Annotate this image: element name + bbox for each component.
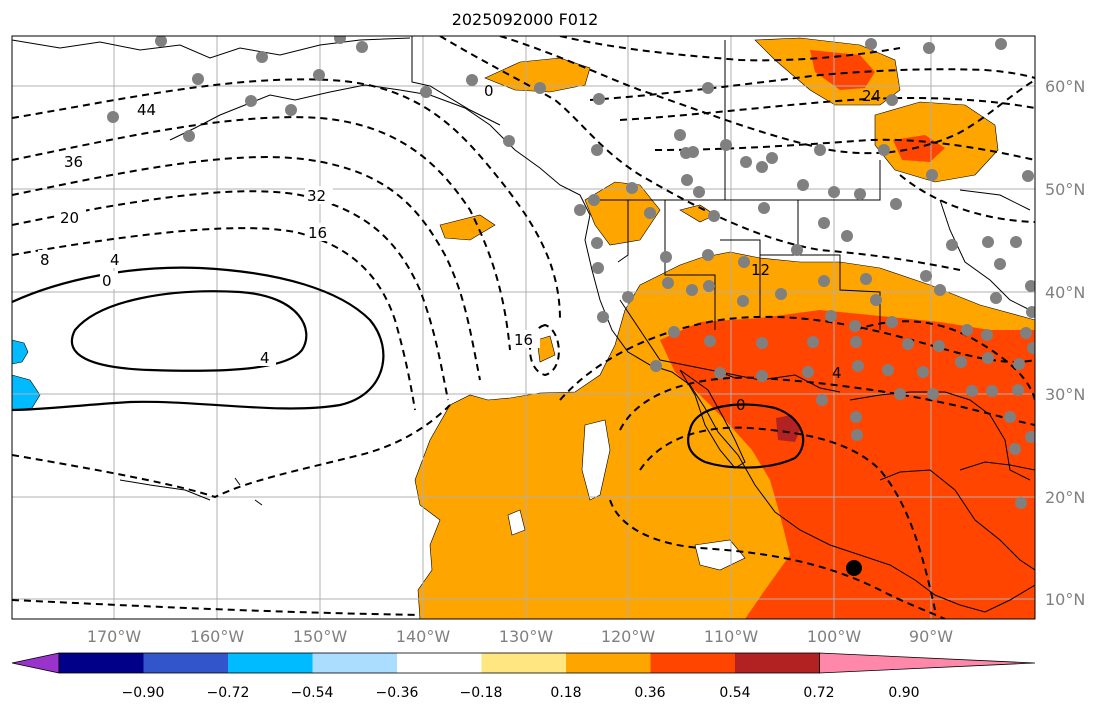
- colorbar-frame: [58, 652, 820, 674]
- colorbar-tick-label: −0.36: [376, 685, 419, 701]
- colorbar-tick-label: −0.90: [122, 685, 165, 701]
- contour-label: 4: [110, 251, 120, 269]
- contour-label: 16: [308, 224, 327, 242]
- shading-holes: [507, 419, 746, 571]
- colorbar-labels: −0.90 −0.72 −0.54 −0.36 −0.18 0.18 0.36 …: [122, 685, 920, 701]
- contour-label: 0: [102, 272, 112, 290]
- lon-tick-label: 110°W: [704, 627, 759, 646]
- colorbar-tick-label: 0.54: [719, 685, 750, 701]
- black-dot-marker: [846, 560, 862, 576]
- contour-label: 0: [484, 82, 494, 100]
- lat-tick-label: 30°N: [1045, 385, 1085, 404]
- colorbar-swatch: [59, 653, 144, 673]
- colorbar-extend-min: [11, 652, 60, 674]
- colorbar-swatch: [228, 653, 313, 673]
- contour-label: 12: [751, 261, 770, 279]
- grid: [12, 36, 1035, 619]
- colorbar-swatch: [312, 653, 398, 673]
- contour-label: 8: [40, 251, 50, 269]
- lon-tick-label: 130°W: [499, 627, 554, 646]
- contour-label: 32: [307, 187, 326, 205]
- contour-label: 24: [862, 87, 881, 105]
- colorbar-swatch: [143, 653, 229, 673]
- lat-tick-label: 50°N: [1045, 180, 1085, 199]
- colorbar-tick-label: −0.18: [460, 685, 503, 701]
- lon-tick-label: 120°W: [601, 627, 656, 646]
- colorbar-tick-label: 0.18: [550, 685, 581, 701]
- contours-solid: [12, 266, 805, 469]
- contour-label: 0: [736, 396, 746, 414]
- colorbar-tick-label: 0.36: [634, 685, 665, 701]
- lon-tick-label: 140°W: [396, 627, 451, 646]
- map-frame: [11, 35, 1036, 620]
- colorbar-swatch: [481, 653, 567, 673]
- colorbar-tick-label: 0.90: [888, 685, 919, 701]
- lon-tick-label: 160°W: [190, 627, 245, 646]
- contour-label: 4: [260, 349, 270, 367]
- lon-tick-label: 90°W: [909, 627, 953, 646]
- colorbar-swatch: [650, 653, 736, 673]
- map-title: 2025092000 F012: [451, 10, 599, 29]
- contour-labels: 44 36 32 20 16 8 4 0 4 16 12 4 0 24 0: [38, 82, 881, 414]
- station-dots: [107, 36, 1035, 509]
- lat-tick-label: 40°N: [1045, 283, 1085, 302]
- contour-label: 44: [137, 101, 156, 119]
- colorbar-swatch: [566, 653, 651, 673]
- lon-axis: 170°W 160°W 150°W 140°W 130°W 120°W 110°…: [87, 627, 953, 646]
- colorbar-swatch: [735, 653, 820, 673]
- shading-darkred: [776, 415, 800, 442]
- contours-dashed: [12, 36, 1035, 619]
- contour-label: 36: [64, 153, 83, 171]
- colorbar-tick-label: −0.72: [207, 685, 250, 701]
- colorbar: [11, 652, 1036, 674]
- lon-tick-label: 100°W: [807, 627, 862, 646]
- lon-tick-label: 170°W: [87, 627, 142, 646]
- lat-tick-label: 10°N: [1045, 590, 1085, 609]
- contour-label: 16: [514, 331, 533, 349]
- lon-tick-label: 150°W: [293, 627, 348, 646]
- shading-blue: [12, 339, 41, 411]
- colorbar-swatch: [397, 653, 482, 673]
- colorbar-tick-label: −0.54: [291, 685, 334, 701]
- colorbar-tick-label: 0.72: [803, 685, 834, 701]
- shading-red: [660, 50, 1035, 619]
- contour-label: 4: [832, 364, 842, 382]
- lat-tick-label: 20°N: [1045, 488, 1085, 507]
- lat-tick-label: 60°N: [1045, 77, 1085, 96]
- lat-axis: 60°N 50°N 40°N 30°N 20°N 10°N: [1045, 77, 1085, 609]
- colorbar-extend-max: [819, 652, 1036, 674]
- contour-label: 20: [60, 209, 79, 227]
